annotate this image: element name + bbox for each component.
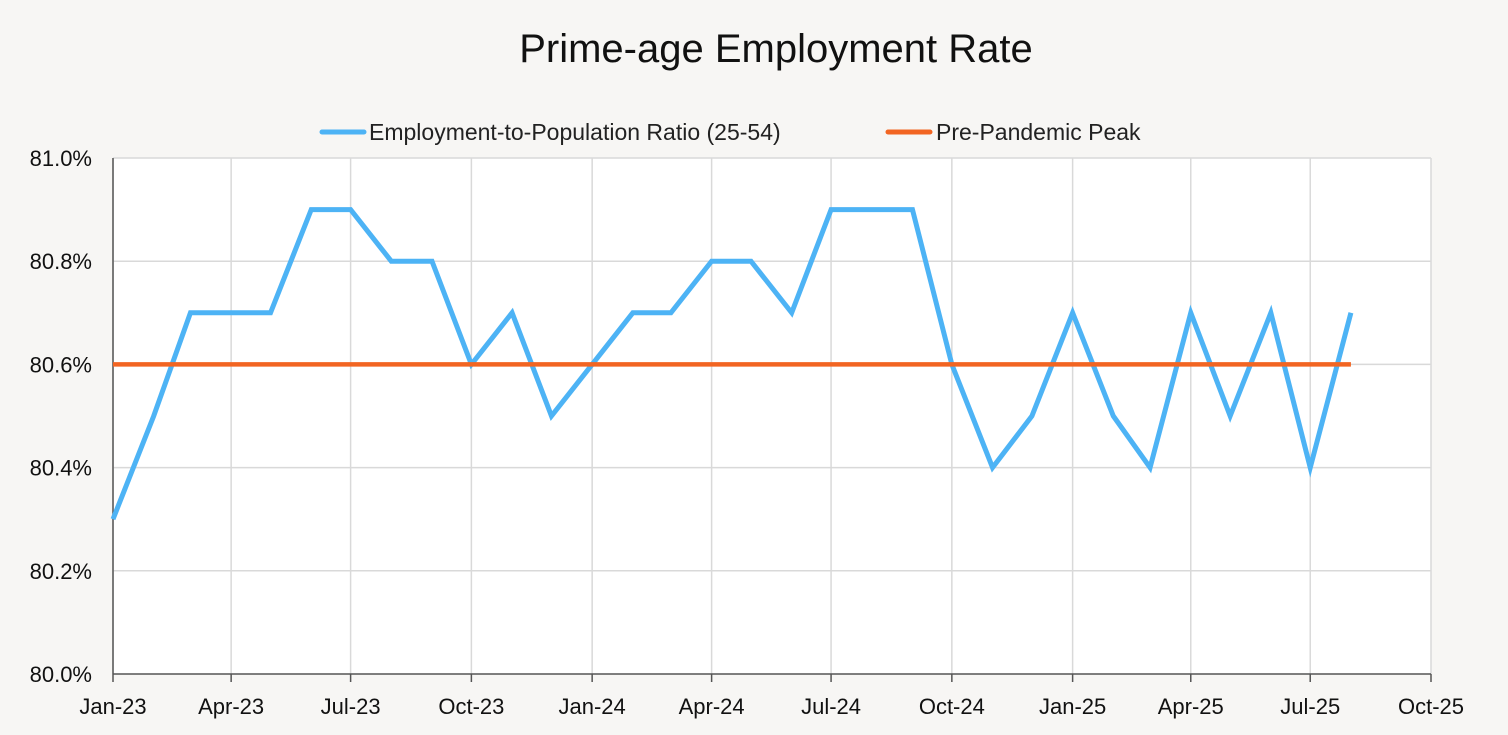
x-tick-label: Apr-24 — [679, 694, 745, 719]
chart-title: Prime-age Employment Rate — [519, 27, 1033, 71]
y-tick-label: 81.0% — [30, 146, 92, 171]
x-tick-label: Jan-25 — [1039, 694, 1106, 719]
y-tick-label: 80.8% — [30, 249, 92, 274]
plot-area — [113, 158, 1431, 674]
y-tick-label: 80.4% — [30, 456, 92, 481]
legend-label-employment-ratio: Employment-to-Population Ratio (25-54) — [369, 119, 781, 145]
axes — [112, 158, 1432, 682]
x-tick-label: Jul-25 — [1280, 694, 1340, 719]
y-tick-label: 80.2% — [30, 559, 92, 584]
series-layer — [110, 207, 1354, 521]
x-tick-label: Oct-23 — [438, 694, 504, 719]
series-line-employment-ratio — [110, 207, 1354, 521]
x-tick-label: Oct-24 — [919, 694, 985, 719]
x-tick-label: Oct-25 — [1398, 694, 1464, 719]
x-tick-label: Jul-23 — [321, 694, 381, 719]
x-tick-label: Jul-24 — [801, 694, 861, 719]
y-tick-label: 80.6% — [30, 352, 92, 377]
x-tick-label: Jan-24 — [559, 694, 626, 719]
x-tick-label: Apr-25 — [1158, 694, 1224, 719]
tick-labels: 81.0% 80.8% 80.6% 80.4% 80.2% 80.0% Jan-23 Apr-… — [30, 146, 1464, 719]
x-tick-label: Jan-23 — [79, 694, 146, 719]
legend: Employment-to-Population Ratio (25-54) P… — [319, 119, 1141, 145]
legend-label-pre-pandemic-peak: Pre-Pandemic Peak — [936, 119, 1141, 145]
x-tick-label: Apr-23 — [198, 694, 264, 719]
y-tick-label: 80.0% — [30, 662, 92, 687]
